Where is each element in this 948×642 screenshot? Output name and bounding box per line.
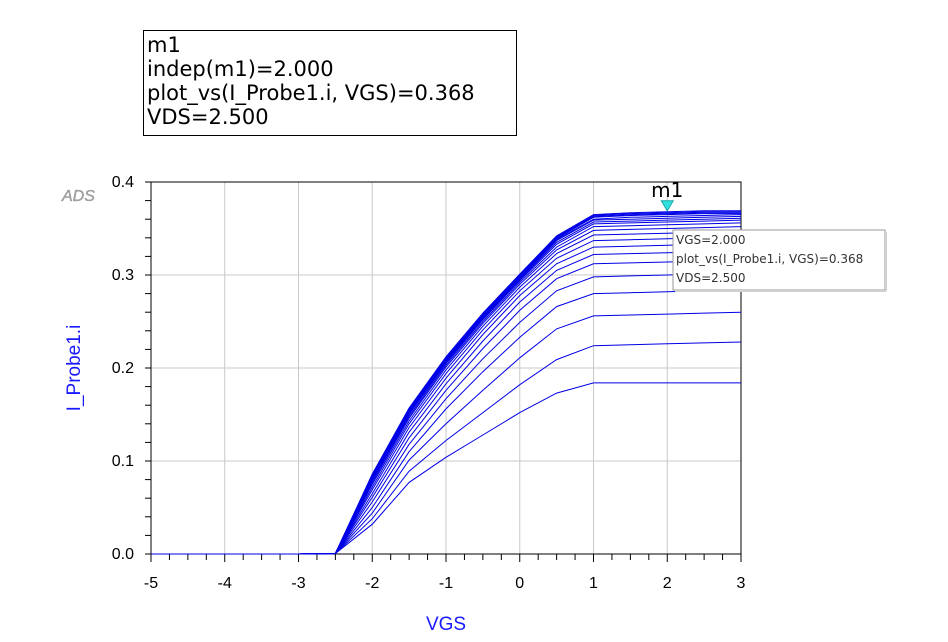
- minor-ticks: [145, 181, 742, 562]
- x-tick-label: -1: [439, 575, 453, 592]
- marker-readout-line: plot_vs(I_Probe1.i, VGS)=0.368: [147, 81, 475, 105]
- y-tick-labels: 0.0 0.1 0.2 0.3 0.4: [112, 174, 134, 563]
- marker-readout-box: m1 indep(m1)=2.000 plot_vs(I_Probe1.i, V…: [143, 30, 517, 136]
- x-tick-label: 1: [589, 575, 598, 592]
- marker-triangle-icon[interactable]: [660, 200, 675, 212]
- x-tick-label: -2: [365, 575, 379, 592]
- x-axis-label: VGS: [426, 614, 466, 635]
- tooltip-line: plot_vs(I_Probe1.i, VGS)=0.368: [676, 252, 863, 266]
- marker-readout-line: indep(m1)=2.000: [147, 57, 334, 81]
- x-tick-label: -3: [291, 575, 305, 592]
- x-tick-label: 3: [737, 575, 746, 592]
- series-line-20: [151, 210, 741, 555]
- marker-readout-line: m1: [147, 33, 181, 57]
- y-tick-label: 0.2: [112, 360, 134, 377]
- marker-tooltip: VGS=2.000 plot_vs(I_Probe1.i, VGS)=0.368…: [672, 229, 887, 292]
- marker-label: m1: [651, 178, 683, 202]
- x-tick-label: -4: [218, 575, 232, 592]
- series-group: [151, 210, 742, 555]
- y-tick-label: 0.3: [112, 267, 134, 284]
- tooltip-line: VDS=2.500: [676, 271, 745, 285]
- x-tick-label: 0: [515, 575, 524, 592]
- x-tick-labels: -5 -4 -3 -2 -1 0 1 2 3: [144, 575, 746, 592]
- y-axis-label: I_Probe1.i: [64, 325, 85, 412]
- x-tick-label: 2: [663, 575, 672, 592]
- x-tick-label: -5: [144, 575, 158, 592]
- y-tick-label: 0.1: [112, 453, 134, 470]
- y-tick-label: 0.0: [112, 546, 134, 563]
- marker-m1[interactable]: m1: [651, 178, 683, 212]
- y-tick-label: 0.4: [112, 174, 134, 191]
- marker-readout-line: VDS=2.500: [147, 105, 269, 129]
- tooltip-line: VGS=2.000: [676, 233, 746, 247]
- ads-watermark: ADS: [61, 188, 95, 205]
- grid-lines: [150, 181, 742, 555]
